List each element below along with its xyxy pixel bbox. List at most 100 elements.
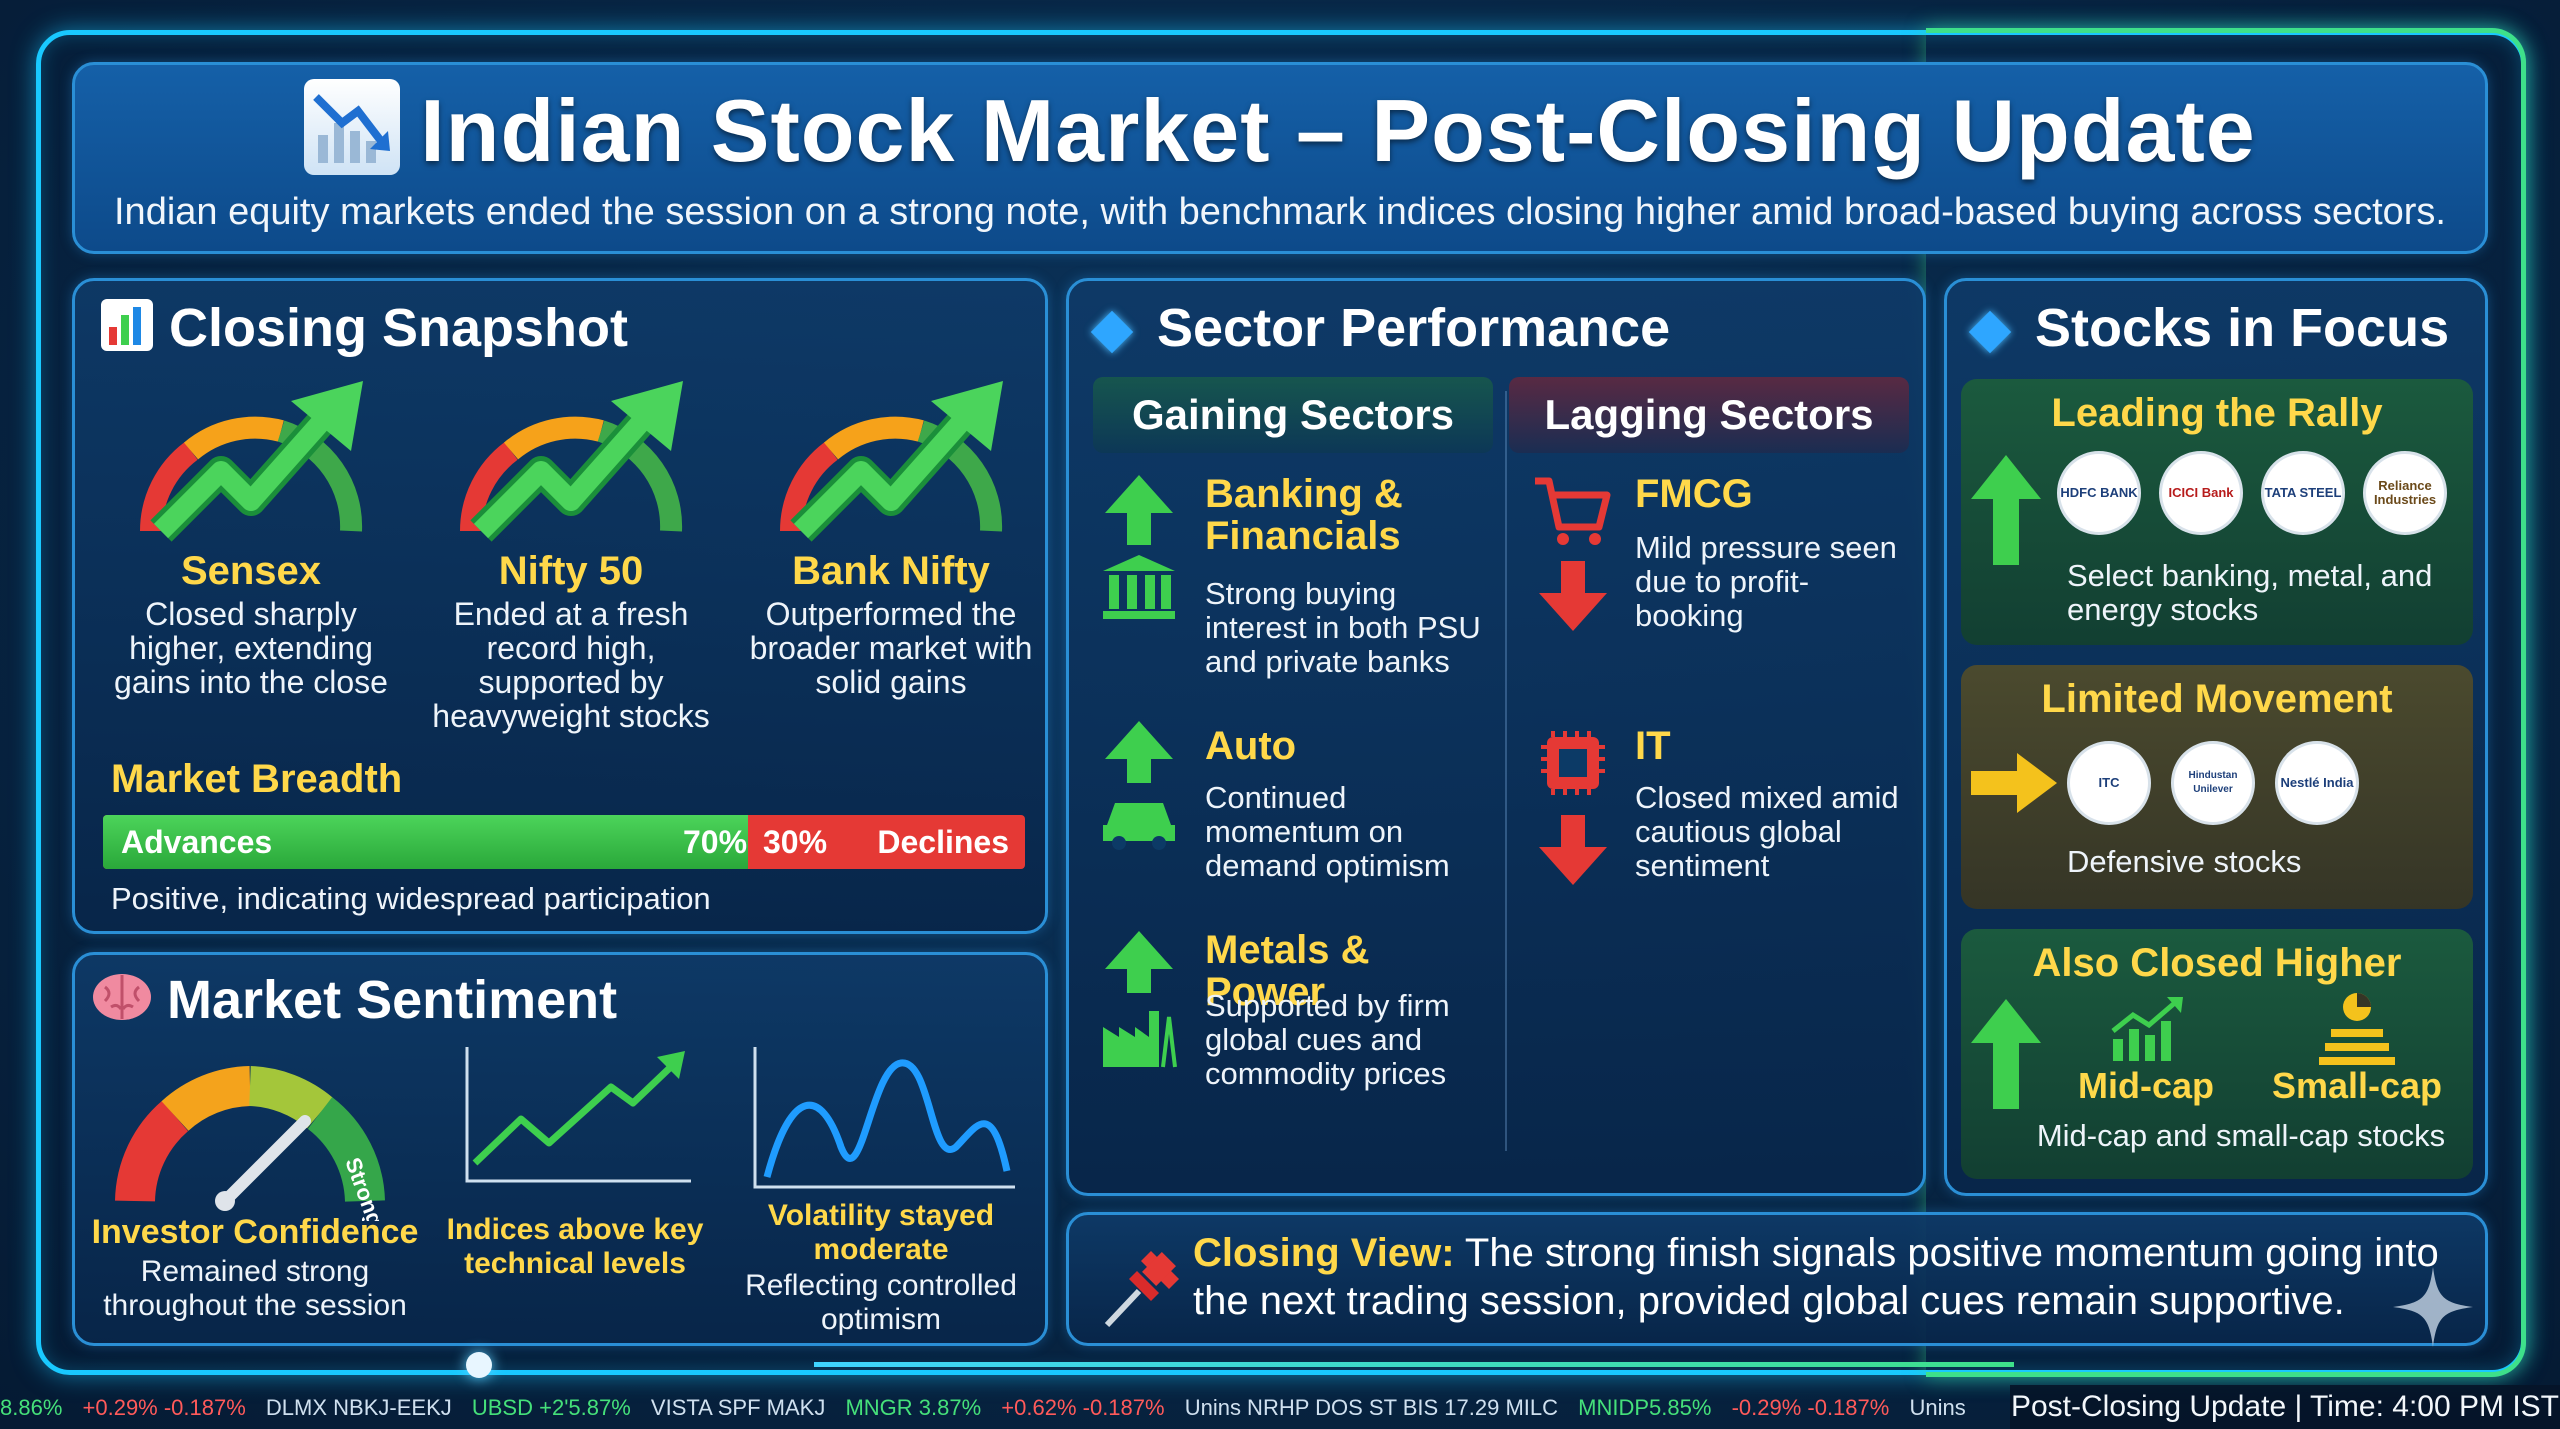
market-sentiment-panel: Market Sentiment Strong Investor Confide… (72, 952, 1048, 1346)
ticker-item: DLMX NBKJ-EEKJ (265, 1395, 452, 1420)
outer-frame-accent (1926, 28, 2526, 1377)
closing-snapshot-panel: Closing Snapshot Sensex Closed sharply h… (72, 278, 1048, 934)
footer-timestamp: Post-Closing Update | Time: 4:00 PM IST (2010, 1385, 2560, 1429)
ticker-item: UBSD +2'5.87% (471, 1395, 631, 1420)
chip-down-icon (1539, 731, 1607, 885)
up-arrow-icon (1971, 455, 2041, 565)
leading-rally-box: Leading the Rally HDFC BANK ICICI Bank T… (1961, 379, 2473, 645)
ticker-item: MNGR 3.87% (845, 1395, 982, 1420)
progress-line (814, 1362, 2014, 1367)
bar-chart-icon (99, 297, 155, 366)
sector-auto-name: Auto (1205, 724, 1297, 768)
nestle-logo: Nestlé India (2275, 741, 2359, 825)
midcap-label: Mid-cap (2077, 1065, 2214, 1106)
advances-fill (103, 815, 749, 869)
stocks-in-focus-title-text: Stocks in Focus (2035, 298, 2450, 358)
hdfc-bank-logo-text: HDFC BANK (2060, 485, 2138, 500)
midcap-chart-icon (2111, 997, 2183, 1061)
sector-it-name: IT (1635, 724, 1671, 768)
stock-ticker: 8.86% +0.29% -0.187% DLMX NBKJ-EEKJ UBSD… (0, 1388, 2000, 1428)
closing-snapshot-title-text: Closing Snapshot (169, 298, 628, 358)
ticker-item: +0.62% -0.187% (1001, 1395, 1165, 1420)
bank-nifty-desc: Outperformed the broader market with sol… (749, 596, 1033, 700)
falling-chart-icon (304, 79, 401, 175)
sector-auto-desc: Continued momentum on demand optimism (1205, 780, 1450, 883)
ticker-item: -0.29% -0.187% (1731, 1395, 1890, 1420)
diamond-icon (1968, 310, 2012, 353)
up-arrow-icon (1971, 999, 2041, 1109)
header-banner: Indian Stock Market – Post-Closing Updat… (72, 62, 2488, 254)
closing-snapshot-title: Closing Snapshot (99, 297, 628, 366)
volatility-wave-icon (753, 1047, 1015, 1189)
gauge-arrow-icon (140, 381, 363, 542)
sensex-label: Sensex (180, 549, 322, 593)
bank-nifty-label: Bank Nifty (792, 549, 990, 593)
column-divider (1505, 391, 1507, 1151)
stocks-in-focus-title: Stocks in Focus (1967, 297, 2449, 359)
closing-view-panel: Closing View: The strong finish signals … (1066, 1212, 2488, 1347)
sector-it-desc: Closed mixed amid cautious global sentim… (1635, 780, 1899, 883)
sector-performance-title: Sector Performance (1089, 297, 1670, 359)
reliance-logo-text: Reliance Industries (2373, 478, 2437, 507)
declines-pct: 30% (763, 824, 828, 860)
breadth-note: Positive, indicating widespread particip… (111, 881, 711, 916)
gaining-sectors-header: Gaining Sectors (1093, 377, 1493, 453)
ticker-item: Unins (1909, 1395, 1966, 1420)
sector-banking-desc: Strong buying interest in both PSU and p… (1205, 576, 1481, 679)
ticker-item: Unins NRHP DOS ST BIS 17.29 MILC (1184, 1395, 1559, 1420)
page-title-text: Indian Stock Market – Post-Closing Updat… (420, 81, 2256, 180)
market-breadth-title: Market Breadth (111, 757, 403, 801)
volatility-title: Volatility stayed moderate (767, 1199, 995, 1266)
sector-performance-panel: Sector Performance Gaining Sectors Laggi… (1066, 278, 1926, 1196)
ticker-item: VISTA SPF MAKJ (650, 1395, 826, 1420)
closing-view-text: Closing View: The strong finish signals … (1193, 1229, 2463, 1325)
advances-pct: 70% (683, 824, 748, 860)
stocks-in-focus-panel: Stocks in Focus Leading the Rally HDFC B… (1944, 278, 2488, 1196)
sparkle-icon (2393, 1267, 2473, 1347)
icici-bank-logo-text: ICICI Bank (2168, 485, 2234, 500)
ticker-item: MNIDP5.85% (1578, 1395, 1712, 1420)
leading-rally-title: Leading the Rally (2051, 391, 2383, 435)
also-higher-desc: Mid-cap and small-cap stocks (2036, 1118, 2446, 1153)
hdfc-bank-logo: HDFC BANK (2057, 451, 2141, 535)
nifty50-label: Nifty 50 (498, 549, 644, 593)
closing-view-body: The strong finish signals positive momen… (1193, 1231, 2439, 1323)
factory-up-icon (1103, 931, 1177, 1068)
gauge-arrow-icon (460, 381, 683, 542)
page-title: Indian Stock Market – Post-Closing Updat… (75, 79, 2485, 182)
sector-metals-desc: Supported by firm global cues and commod… (1205, 988, 1450, 1091)
nestle-logo-text: Nestlé India (2280, 775, 2354, 790)
sector-fmcg-desc: Mild pressure seen due to profit-booking (1635, 530, 1897, 633)
sensex-desc: Closed sharply higher, extending gains i… (114, 596, 388, 700)
icici-bank-logo: ICICI Bank (2159, 451, 2243, 535)
closing-view-label: Closing View: (1193, 1231, 1455, 1275)
tata-steel-logo: TATA STEEL (2261, 451, 2345, 535)
cart-down-icon (1535, 477, 1611, 631)
limited-movement-desc: Defensive stocks (2067, 844, 2302, 879)
volatility-desc: Reflecting controlled optimism (745, 1269, 1017, 1336)
gauge-arrow-icon (780, 381, 1003, 542)
confidence-gauge-icon: Strong (115, 1066, 388, 1221)
progress-dot (466, 1352, 492, 1378)
also-higher-title: Also Closed Higher (2032, 941, 2402, 985)
itc-logo: ITC (2067, 741, 2151, 825)
limited-movement-title: Limited Movement (2041, 677, 2393, 721)
also-higher-box: Also Closed Higher Mid-cap Small-cap Mid… (1961, 929, 2473, 1179)
sector-metals-name: Metals & Power (1205, 928, 1370, 1014)
itc-logo-text: ITC (2098, 775, 2120, 790)
investor-confidence-title: Investor Confidence (91, 1213, 419, 1251)
market-sentiment-title-text: Market Sentiment (167, 970, 618, 1030)
declines-label: Declines (877, 824, 1009, 860)
hul-logo: Hindustan Unilever (2171, 741, 2255, 825)
sector-fmcg-name: FMCG (1635, 472, 1753, 516)
uptrend-line-icon (465, 1047, 691, 1183)
technical-levels-title: Indices above key technical levels (446, 1213, 704, 1280)
reliance-logo: Reliance Industries (2363, 451, 2447, 535)
bank-up-icon (1103, 475, 1175, 619)
lagging-sectors-header: Lagging Sectors (1509, 377, 1909, 453)
index-gauges: Sensex Closed sharply higher, extending … (101, 381, 1032, 733)
leading-rally-desc: Select banking, metal, and energy stocks (2067, 558, 2433, 627)
page-subtitle: Indian equity markets ended the session … (114, 191, 2446, 233)
ticker-item: 8.86% (0, 1395, 63, 1420)
market-sentiment-title: Market Sentiment (91, 969, 617, 1036)
